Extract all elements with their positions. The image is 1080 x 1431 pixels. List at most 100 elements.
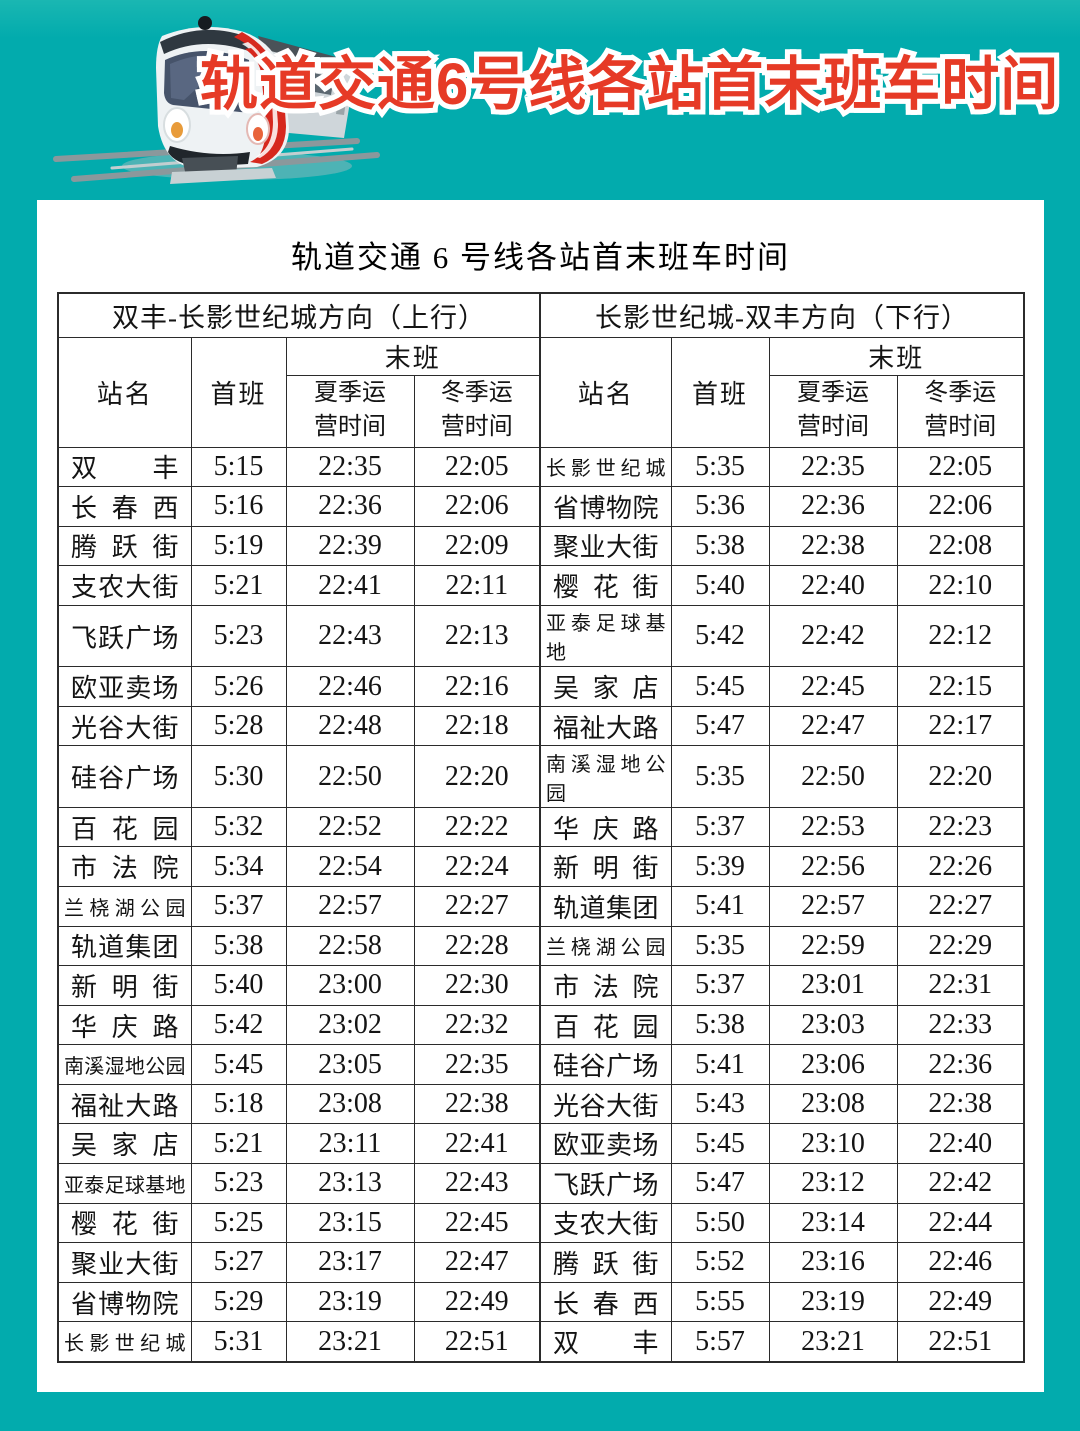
summer-time-cell: 22:48 — [285, 705, 415, 747]
table-row: 支农大街 5:21 22:41 22:11 樱花街 5:40 22:40 22:10 — [57, 565, 1025, 606]
winter-time-cell: 22:46 — [896, 1242, 1025, 1283]
column-header-row-1: 站名 首班 末班 站名 首班 末班 — [57, 336, 1025, 448]
first-time-cell: 5:37 — [670, 806, 770, 848]
table-row: 飞跃广场 5:23 22:43 22:13 亚泰足球基地 5:42 22:42 22:12 — [57, 604, 1025, 668]
summer-time-cell: 22:58 — [285, 925, 415, 967]
winter-time-cell: 22:24 — [413, 846, 541, 887]
winter-time-cell: 22:20 — [896, 745, 1025, 808]
first-time-cell: 5:38 — [190, 925, 287, 967]
winter-time-cell: 22:47 — [413, 1242, 541, 1283]
summer-time-cell: 23:06 — [768, 1044, 898, 1085]
station-cell: 省博物院 — [57, 1281, 192, 1323]
station-cell: 双丰 — [539, 1321, 672, 1363]
station-cell: 长春西 — [57, 486, 192, 527]
summer-time-cell: 22:52 — [285, 806, 415, 848]
first-time-cell: 5:35 — [670, 446, 770, 488]
summer-time-cell: 22:50 — [768, 745, 898, 808]
first-time-cell: 5:43 — [670, 1083, 770, 1125]
col-header-last: 末班 — [285, 336, 541, 376]
first-time-cell: 5:41 — [670, 886, 770, 927]
station-cell: 长影世纪城 — [57, 1321, 192, 1363]
col-header-winter: 冬季运 营时间 — [896, 374, 1025, 448]
col-header-station: 站名 — [57, 336, 192, 448]
col-header-first: 首班 — [670, 336, 770, 448]
winter-time-cell: 22:15 — [896, 666, 1025, 707]
station-cell: 市法院 — [539, 965, 672, 1006]
summer-time-cell: 22:35 — [768, 446, 898, 488]
direction-header-up: 双丰-长影世纪城方向（上行） — [57, 292, 541, 338]
station-cell: 硅谷广场 — [539, 1044, 672, 1085]
station-cell: 硅谷广场 — [57, 745, 192, 808]
winter-time-cell: 22:22 — [413, 806, 541, 848]
summer-time-cell: 22:36 — [768, 486, 898, 527]
first-time-cell: 5:42 — [190, 1004, 287, 1046]
station-cell: 市法院 — [57, 846, 192, 887]
first-time-cell: 5:28 — [190, 705, 287, 747]
winter-time-cell: 22:09 — [413, 525, 541, 567]
first-time-cell: 5:19 — [190, 525, 287, 567]
first-time-cell: 5:21 — [190, 1123, 287, 1165]
summer-time-cell: 22:45 — [768, 666, 898, 707]
first-time-cell: 5:15 — [190, 446, 287, 488]
winter-time-cell: 22:11 — [413, 565, 541, 606]
station-cell: 轨道集团 — [539, 886, 672, 927]
station-cell: 吴家店 — [539, 666, 672, 707]
station-cell: 长影世纪城 — [539, 446, 672, 488]
station-cell: 光谷大街 — [539, 1083, 672, 1125]
table-row: 新明街 5:40 23:00 22:30 市法院 5:37 23:01 22:31 — [57, 965, 1025, 1006]
summer-time-cell: 23:15 — [285, 1202, 415, 1244]
col-header-winter: 冬季运 营时间 — [413, 374, 541, 448]
winter-time-cell: 22:27 — [413, 886, 541, 927]
summer-time-cell: 22:57 — [768, 886, 898, 927]
summer-time-cell: 23:21 — [768, 1321, 898, 1363]
column-header-row-2: 夏季运 营时间 冬季运 营时间 夏季运 营时间 冬季运 营时间 — [58, 374, 1025, 448]
winter-time-cell: 22:20 — [413, 745, 541, 808]
winter-time-cell: 22:27 — [896, 886, 1025, 927]
first-time-cell: 5:47 — [670, 705, 770, 747]
first-time-cell: 5:23 — [190, 604, 287, 668]
station-cell: 百花园 — [57, 806, 192, 848]
station-cell: 聚业大街 — [539, 525, 672, 567]
col-header-station: 站名 — [539, 336, 672, 448]
station-cell: 兰桡湖公园 — [57, 886, 192, 927]
first-time-cell: 5:50 — [670, 1202, 770, 1244]
summer-time-cell: 22:35 — [285, 446, 415, 488]
table-row: 市法院 5:34 22:54 22:24 新明街 5:39 22:56 22:26 — [57, 846, 1025, 887]
winter-time-cell: 22:28 — [413, 925, 541, 967]
summer-time-cell: 23:08 — [768, 1083, 898, 1125]
banner-title: 轨道交通6号线各站首末班车时间 — [200, 52, 1058, 119]
station-cell: 亚泰足球基地 — [539, 604, 672, 668]
station-cell: 华庆路 — [57, 1004, 192, 1046]
first-time-cell: 5:29 — [190, 1281, 287, 1323]
table-row: 百花园 5:32 22:52 22:22 华庆路 5:37 22:53 22:23 — [57, 806, 1025, 848]
station-cell: 新明街 — [57, 965, 192, 1006]
table-row: 聚业大街 5:27 23:17 22:47 腾跃街 5:52 23:16 22:46 — [57, 1242, 1025, 1283]
winter-time-cell: 22:26 — [896, 846, 1025, 887]
winter-time-cell: 22:06 — [413, 486, 541, 527]
first-time-cell: 5:18 — [190, 1083, 287, 1125]
table-row: 长春西 5:16 22:36 22:06 省博物院 5:36 22:36 22:06 — [57, 486, 1025, 527]
summer-time-cell: 22:43 — [285, 604, 415, 668]
summer-time-cell: 22:56 — [768, 846, 898, 887]
summer-time-cell: 22:42 — [768, 604, 898, 668]
winter-time-cell: 22:18 — [413, 705, 541, 747]
table-row: 兰桡湖公园 5:37 22:57 22:27 轨道集团 5:41 22:57 22:27 — [57, 886, 1025, 927]
first-time-cell: 5:31 — [190, 1321, 287, 1363]
station-cell: 樱花街 — [539, 565, 672, 606]
summer-time-cell: 23:13 — [285, 1163, 415, 1204]
station-cell: 长春西 — [539, 1281, 672, 1323]
winter-time-cell: 22:10 — [896, 565, 1025, 606]
first-time-cell: 5:21 — [190, 565, 287, 606]
first-time-cell: 5:42 — [670, 604, 770, 668]
winter-time-cell: 22:06 — [896, 486, 1025, 527]
summer-time-cell: 22:47 — [768, 705, 898, 747]
table-row: 长影世纪城 5:31 23:21 22:51 双丰 5:57 23:21 22:51 — [57, 1321, 1025, 1363]
summer-time-cell: 23:00 — [285, 965, 415, 1006]
table-row: 南溪湿地公园 5:45 23:05 22:35 硅谷广场 5:41 23:06 22:36 — [57, 1044, 1025, 1085]
first-time-cell: 5:27 — [190, 1242, 287, 1283]
winter-time-cell: 22:43 — [413, 1163, 541, 1204]
station-cell: 轨道集团 — [57, 925, 192, 967]
card-title: 轨道交通 6 号线各站首末班车时间 — [291, 240, 790, 275]
table-row: 省博物院 5:29 23:19 22:49 长春西 5:55 23:19 22:49 — [57, 1281, 1025, 1323]
first-time-cell: 5:30 — [190, 745, 287, 808]
